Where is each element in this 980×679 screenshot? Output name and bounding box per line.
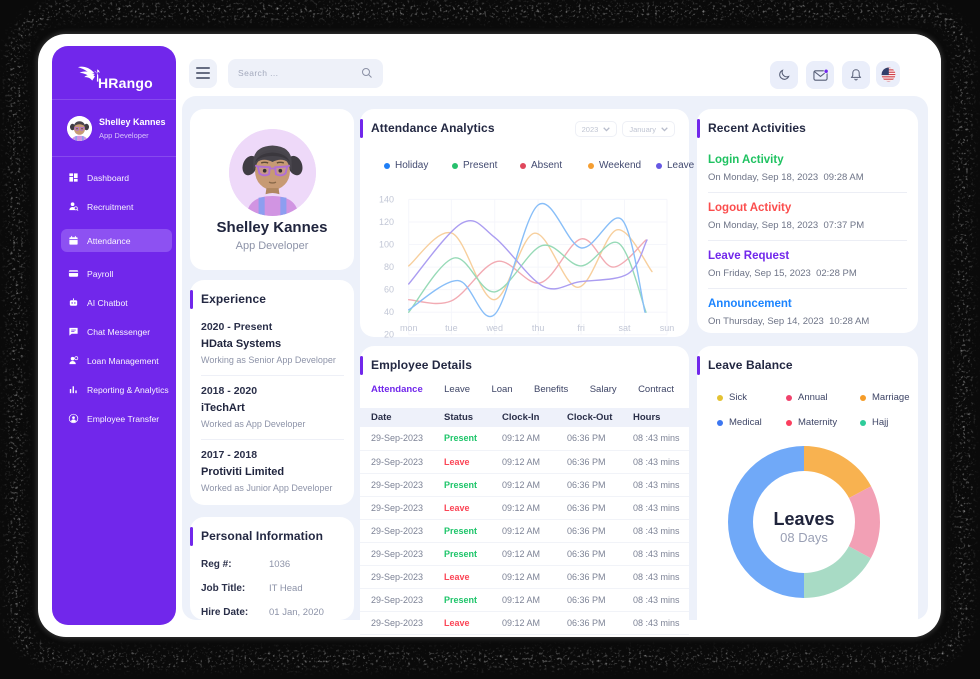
svg-text:fri: fri [577,323,585,333]
svg-text:20: 20 [384,330,394,338]
svg-text:140: 140 [379,194,394,204]
svg-text:wed: wed [485,323,503,333]
svg-text:60: 60 [384,285,394,295]
svg-text:80: 80 [384,262,394,272]
svg-text:thu: thu [532,323,545,333]
svg-text:sat: sat [618,323,631,333]
svg-text:40: 40 [384,307,394,317]
svg-text:sun: sun [660,323,675,333]
svg-text:tue: tue [445,323,458,333]
svg-text:mon: mon [400,323,418,333]
svg-text:100: 100 [379,240,394,250]
svg-text:120: 120 [379,217,394,227]
